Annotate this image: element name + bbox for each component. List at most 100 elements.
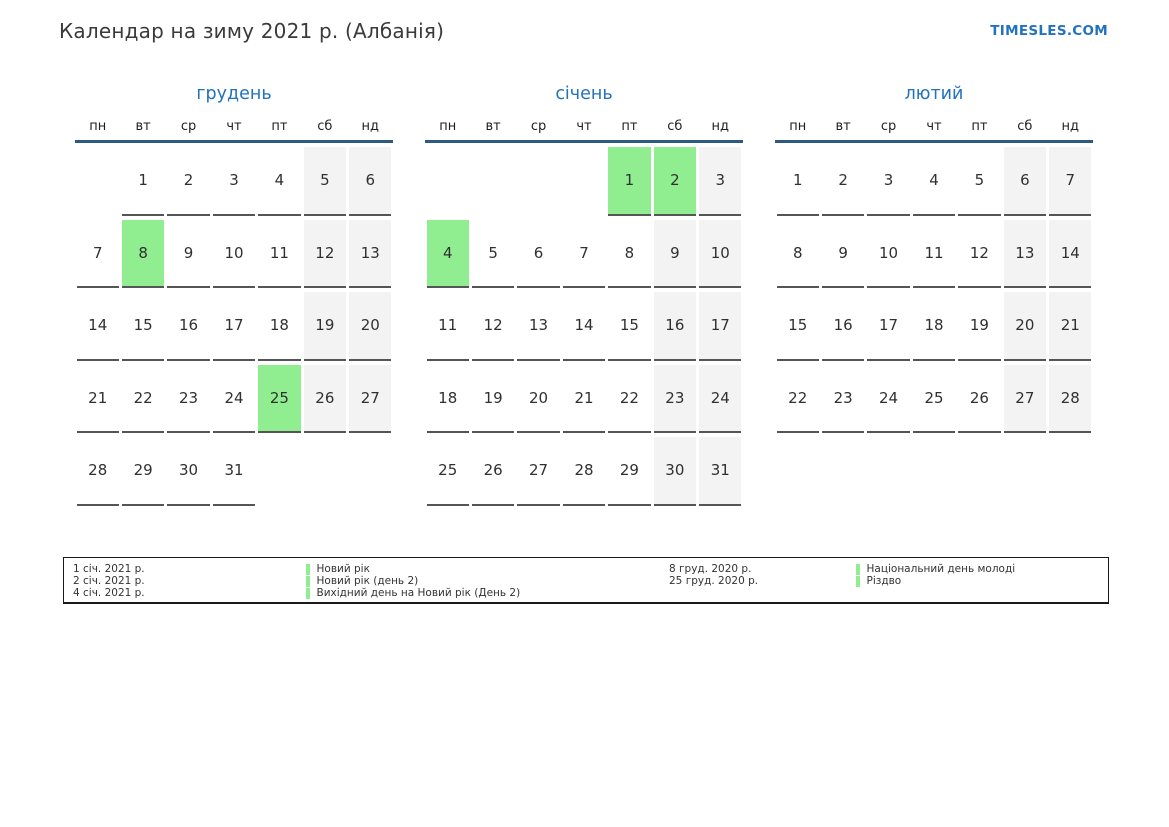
day-number: 10 (699, 219, 742, 288)
day-cell-19: 19 (302, 288, 347, 361)
empty-cell (348, 433, 393, 506)
empty-cell (257, 433, 302, 506)
weekday-label: пт (271, 119, 288, 134)
day-cell-23: 23 (166, 361, 211, 433)
day-number: 14 (1049, 219, 1092, 288)
weekday-label: ср (530, 119, 547, 134)
holiday-marker-icon (856, 563, 860, 575)
day-cell-19: 19 (470, 361, 515, 433)
day-cell-14: 14 (1048, 216, 1093, 288)
day-number: 31 (212, 437, 256, 506)
day-cell-14: 14 (561, 288, 606, 361)
day-cell-15: 15 (607, 288, 652, 361)
legend-holiday: Національний день молоді (856, 563, 1015, 575)
day-cell-3: 3 (866, 143, 911, 216)
day-cell-27: 27 (516, 433, 561, 506)
day-number: 8 (121, 219, 165, 288)
day-cell-5: 5 (957, 143, 1002, 216)
day-cell-7: 7 (561, 216, 606, 288)
day-number (427, 147, 469, 216)
day-number: 11 (912, 220, 956, 288)
day-number: 1 (608, 147, 651, 216)
day-number: 1 (121, 147, 165, 216)
day-cell-13: 13 (516, 288, 561, 361)
day-cell-23: 23 (820, 361, 865, 433)
day-number: 2 (653, 147, 697, 216)
day-number: 4 (426, 219, 469, 288)
day-number: 20 (1003, 292, 1047, 361)
day-cell-21: 21 (75, 361, 120, 433)
day-cell-18: 18 (257, 288, 302, 361)
day-cell-20: 20 (1002, 288, 1047, 361)
day-number: 5 (958, 147, 1001, 216)
day-cell-12: 12 (957, 216, 1002, 288)
day-cell-8: 8 (607, 216, 652, 288)
day-cell-25: 25 (425, 433, 470, 506)
day-number: 18 (258, 292, 301, 361)
day-number: 11 (258, 220, 301, 288)
day-cell-31: 31 (211, 433, 256, 506)
day-cell-22: 22 (775, 361, 820, 433)
day-number: 17 (867, 292, 910, 361)
day-number: 16 (821, 292, 865, 361)
weekday-label: ср (180, 119, 197, 134)
day-cell-22: 22 (607, 361, 652, 433)
holiday-marker-icon (306, 575, 310, 587)
weekday-header: пн вт ср чт пт сб нд (75, 119, 393, 143)
day-number: 7 (562, 220, 606, 288)
day-number: 23 (821, 365, 865, 433)
day-number: 27 (517, 437, 560, 506)
legend-holidays-right: Національний день молоді Різдво (856, 563, 1015, 587)
day-number: 18 (912, 292, 956, 361)
weekday-label: чт (226, 119, 242, 134)
day-cell-15: 15 (120, 288, 165, 361)
weekday-label: сб (1017, 119, 1033, 134)
day-number: 13 (517, 292, 560, 361)
day-number: 10 (212, 220, 256, 288)
month-february: лютий пн вт ср чт пт сб нд 1 2 3 4 5 6 7 8 9 10 11 12 13 14… (775, 84, 1093, 506)
day-number: 29 (608, 437, 651, 506)
day-number: 29 (121, 437, 165, 506)
day-cell-5: 5 (470, 216, 515, 288)
day-cell-24: 24 (698, 361, 743, 433)
day-cell-9: 9 (652, 216, 697, 288)
weekday-label: чт (576, 119, 592, 134)
calendars-row: грудень пн вт ср чт пт сб нд 1 2 3 4 5 6 7 8 9 10 11 12 13… (75, 84, 1093, 506)
day-number: 4 (258, 147, 301, 216)
day-cell-12: 12 (470, 288, 515, 361)
brand-link[interactable]: TIMESLES.COM (990, 23, 1108, 39)
day-cell-28: 28 (1048, 361, 1093, 433)
day-cell-26: 26 (470, 433, 515, 506)
day-number: 8 (608, 220, 651, 288)
empty-cell (561, 143, 606, 216)
day-number: 5 (471, 220, 515, 288)
day-cell-4: 4 (911, 143, 956, 216)
legend-dates-right: 8 груд. 2020 р. 25 груд. 2020 р. (669, 563, 758, 587)
day-cell-17: 17 (698, 288, 743, 361)
legend-holidays-left: Новий рік Новий рік (день 2) Вихідний день… (306, 563, 520, 599)
day-number: 4 (912, 147, 956, 216)
holiday-marker-icon (306, 563, 310, 575)
day-number: 9 (167, 220, 210, 288)
weekday-label: пн (789, 119, 807, 134)
day-number: 21 (562, 365, 606, 433)
day-cell-16: 16 (166, 288, 211, 361)
day-number: 26 (303, 364, 347, 433)
legend-date: 4 січ. 2021 р. (73, 587, 145, 599)
day-cell-6: 6 (516, 216, 561, 288)
day-number: 21 (1049, 292, 1092, 361)
day-number: 3 (212, 147, 256, 216)
day-number: 25 (258, 364, 301, 433)
day-number: 6 (349, 147, 392, 216)
legend-date: 25 груд. 2020 р. (669, 575, 759, 587)
day-cell-29: 29 (607, 433, 652, 506)
day-number: 6 (1003, 147, 1047, 216)
month-grid-february: 1 2 3 4 5 6 7 8 9 10 11 12 13 14 15 16 17 18 19 20 21 22 23 24 2… (775, 143, 1093, 433)
day-number: 24 (699, 364, 742, 433)
legend-holiday-name: Національний день молоді (866, 563, 1016, 575)
day-cell-24: 24 (211, 361, 256, 433)
day-number: 30 (653, 437, 697, 506)
day-cell-7: 7 (75, 216, 120, 288)
day-number (349, 437, 391, 506)
legend-holiday: Вихідний день на Новий рік (День 2) (306, 587, 520, 599)
